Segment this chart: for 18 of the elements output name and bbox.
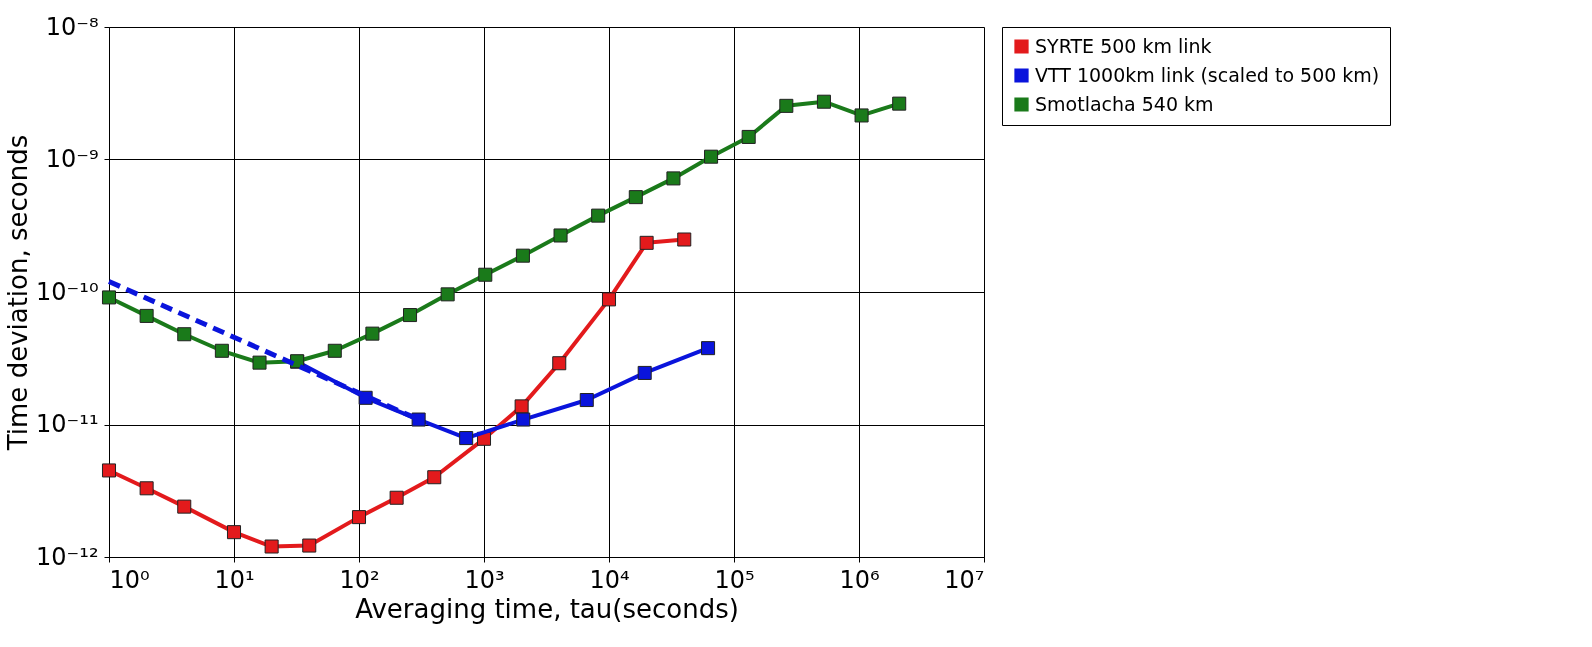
x-tick-label: 10⁴ bbox=[589, 565, 630, 594]
y-axis-title: Time deviation, seconds bbox=[3, 134, 34, 452]
x-tick-label: 10⁶ bbox=[839, 565, 880, 594]
y-tick-label: 10⁻¹⁰ bbox=[36, 277, 99, 306]
legend-label: Smotlacha 540 km bbox=[1035, 92, 1214, 115]
x-tick-label: 10³ bbox=[464, 565, 505, 594]
x-tick-label: 10¹ bbox=[214, 565, 255, 594]
y-tick-label: 10⁻¹² bbox=[36, 542, 99, 571]
legend-label: SYRTE 500 km link bbox=[1035, 34, 1212, 57]
x-axis-title: Averaging time, tau(seconds) bbox=[355, 593, 739, 624]
x-tick-label: 10² bbox=[339, 565, 380, 594]
x-tick-label: 10⁷ bbox=[944, 565, 985, 594]
y-tick-label: 10⁻¹¹ bbox=[36, 410, 99, 438]
y-tick-label: 10⁻⁸ bbox=[45, 12, 99, 41]
x-tick-label: 10⁵ bbox=[714, 565, 755, 594]
x-tick-label: 10⁰ bbox=[109, 565, 150, 594]
y-tick-label: 10⁻⁹ bbox=[45, 145, 99, 173]
legend-label: VTT 1000km link (scaled to 500 km) bbox=[1035, 63, 1380, 86]
